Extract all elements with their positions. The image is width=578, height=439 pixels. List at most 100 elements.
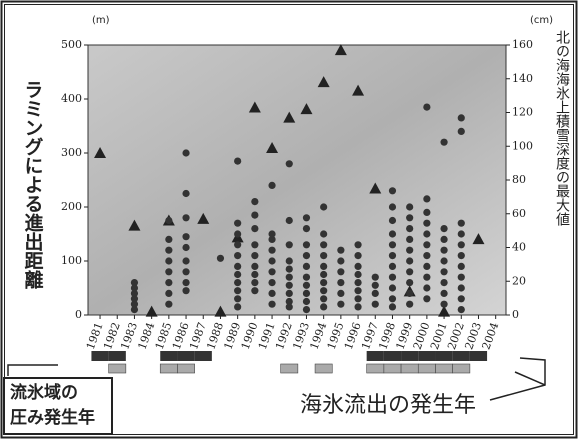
circle-point <box>303 274 310 281</box>
circle-point <box>182 268 189 275</box>
outflow-year <box>453 364 470 373</box>
circle-point <box>320 203 327 210</box>
circle-point <box>286 298 293 305</box>
circle-point <box>389 203 396 210</box>
y2-tick-label: 80 <box>512 173 526 186</box>
y-tick-label: 100 <box>61 254 82 267</box>
circle-point <box>458 274 465 281</box>
circle-point <box>406 301 413 308</box>
y2-axis-title: 北の海海氷上積雪深度の最大値 <box>554 30 570 226</box>
y-axis-title: ラミングによる進出距離 <box>22 80 44 290</box>
pressure-year <box>384 351 401 361</box>
circle-point <box>165 268 172 275</box>
chart: (m) (cm) ラミングによる進出距離 北の海海氷上積雪深度の最大値 流氷域の… <box>0 0 578 439</box>
circle-point <box>354 303 361 310</box>
outflow-year <box>315 364 332 373</box>
circle-point <box>182 214 189 221</box>
circle-point <box>423 263 430 270</box>
outflow-year <box>177 364 194 373</box>
y2-tick-label: 100 <box>512 139 533 152</box>
circle-point <box>440 268 447 275</box>
y2-tick-label: 0 <box>512 308 519 321</box>
circle-point <box>389 303 396 310</box>
pressure-label-1: 流氷域の <box>10 382 78 403</box>
circle-point <box>440 225 447 232</box>
pressure-year <box>91 351 108 361</box>
circle-point <box>182 279 189 286</box>
circle-point <box>423 241 430 248</box>
circle-point <box>303 214 310 221</box>
outflow-year <box>281 364 298 373</box>
circle-point <box>165 301 172 308</box>
circle-point <box>423 209 430 216</box>
circle-point <box>268 230 275 237</box>
y-tick-label: 400 <box>61 92 82 105</box>
circle-point <box>423 295 430 302</box>
circle-point <box>320 263 327 270</box>
y-tick-label: 500 <box>61 38 82 51</box>
circle-point <box>406 203 413 210</box>
circle-point <box>234 287 241 294</box>
circle-point <box>458 284 465 291</box>
y2-tick-label: 120 <box>512 106 533 119</box>
circle-point <box>303 225 310 232</box>
pressure-year <box>401 351 418 361</box>
circle-point <box>354 279 361 286</box>
circle-point <box>303 241 310 248</box>
circle-point <box>251 263 258 270</box>
circle-point <box>182 149 189 156</box>
pressure-year <box>418 351 435 361</box>
circle-point <box>372 301 379 308</box>
circle-point <box>406 257 413 264</box>
y2-tick-label: 20 <box>512 274 526 287</box>
circle-point <box>458 252 465 259</box>
circle-point <box>251 198 258 205</box>
circle-point <box>423 252 430 259</box>
circle-point <box>303 298 310 305</box>
y2-tick-label: 40 <box>512 241 526 254</box>
pressure-year <box>177 351 194 361</box>
circle-point <box>354 271 361 278</box>
circle-point <box>303 282 310 289</box>
circle-point <box>354 287 361 294</box>
circle-point <box>458 295 465 302</box>
circle-point <box>372 282 379 289</box>
circle-point <box>458 306 465 313</box>
circle-point <box>440 247 447 254</box>
circle-point <box>303 306 310 313</box>
circle-point <box>251 225 258 232</box>
circle-point <box>440 301 447 308</box>
circle-point <box>320 230 327 237</box>
circle-point <box>458 114 465 121</box>
circle-point <box>389 295 396 302</box>
circle-point <box>165 257 172 264</box>
circle-point <box>423 104 430 111</box>
circle-point <box>423 230 430 237</box>
circle-point <box>458 220 465 227</box>
circle-point <box>354 252 361 259</box>
circle-point <box>406 268 413 275</box>
outflow-year <box>367 364 384 373</box>
circle-point <box>234 158 241 165</box>
circle-point <box>268 268 275 275</box>
circle-point <box>268 182 275 189</box>
outflow-label: 海氷流出の発生年 <box>300 393 476 418</box>
circle-point <box>182 190 189 197</box>
outflow-arrow <box>515 372 545 385</box>
circle-point <box>268 301 275 308</box>
circle-point <box>320 271 327 278</box>
circle-point <box>286 257 293 264</box>
outflow-year <box>160 364 177 373</box>
circle-point <box>372 274 379 281</box>
circle-point <box>406 225 413 232</box>
circle-point <box>389 241 396 248</box>
circle-point <box>320 295 327 302</box>
circle-point <box>234 271 241 278</box>
circle-point <box>354 295 361 302</box>
circle-point <box>303 290 310 297</box>
outflow-year <box>109 364 126 373</box>
circle-point <box>389 217 396 224</box>
outflow-year <box>418 364 435 373</box>
pressure-label-2: 圧み発生年 <box>10 407 95 428</box>
outflow-arrow <box>490 358 545 400</box>
